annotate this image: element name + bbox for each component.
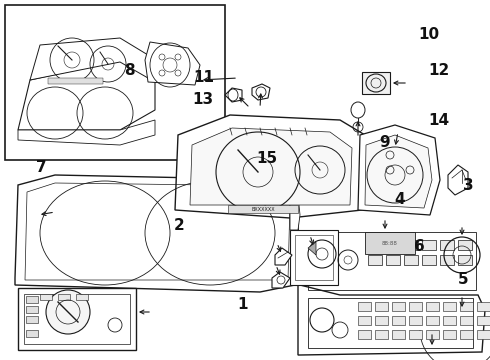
Text: 9: 9 [379,135,390,150]
Bar [409,330,422,339]
Polygon shape [275,248,292,265]
Text: 13: 13 [193,91,214,107]
Bar [409,302,422,311]
Bar [460,302,473,311]
Bar [460,330,473,339]
Bar [26,296,38,303]
Text: 7: 7 [36,160,47,175]
Text: 15: 15 [256,151,278,166]
Bar [358,316,371,325]
Text: 5: 5 [458,271,468,287]
Bar [426,316,439,325]
Bar [426,302,439,311]
Polygon shape [272,272,290,288]
Polygon shape [290,195,300,230]
Text: 14: 14 [428,113,449,128]
Bar [422,240,436,250]
Bar [26,316,38,323]
Bar [58,294,70,300]
Bar [386,255,400,265]
Bar [392,330,405,339]
Text: 6: 6 [414,239,424,254]
Bar [308,298,473,348]
Polygon shape [448,165,468,195]
Bar [368,255,382,265]
Ellipse shape [46,290,90,334]
Bar [422,255,436,265]
Polygon shape [18,120,155,145]
Text: 4: 4 [394,192,405,207]
Bar [375,316,388,325]
Bar [443,302,456,311]
Bar [290,230,338,285]
Text: 11: 11 [193,70,214,85]
Bar [368,240,382,250]
Text: 12: 12 [428,63,449,78]
Bar [443,330,456,339]
Polygon shape [18,60,155,130]
Polygon shape [298,220,485,355]
Polygon shape [15,175,298,292]
Bar [295,235,333,280]
Bar [365,232,415,254]
Bar [26,330,38,337]
Bar [440,255,454,265]
Bar [404,255,418,265]
Text: 2: 2 [173,217,184,233]
Bar [458,255,472,265]
Bar [409,316,422,325]
Bar [76,294,88,300]
Bar [426,330,439,339]
Polygon shape [365,135,432,208]
Bar [362,72,390,94]
Bar [443,316,456,325]
Polygon shape [145,42,200,85]
Bar [460,316,473,325]
Text: 1: 1 [237,297,248,312]
Bar [26,306,38,313]
Bar [358,330,371,339]
Polygon shape [308,242,316,255]
Bar [375,330,388,339]
Polygon shape [190,128,352,205]
Text: 8: 8 [124,63,135,78]
Bar [228,205,298,213]
Bar [308,232,476,290]
Bar [358,302,371,311]
Bar [458,240,472,250]
Text: 10: 10 [418,27,440,42]
Polygon shape [30,38,148,80]
Polygon shape [225,88,242,102]
Text: 3: 3 [463,178,473,193]
Bar [404,240,418,250]
Bar [477,316,490,325]
Bar [477,330,490,339]
Bar [5,5,225,160]
Polygon shape [358,125,440,215]
Bar [392,302,405,311]
Text: BXXXXXX: BXXXXXX [251,207,275,212]
Polygon shape [175,115,365,218]
Bar [40,294,52,300]
Bar [477,302,490,311]
Bar [375,302,388,311]
Bar [18,288,136,350]
Bar [440,240,454,250]
Text: 88:88: 88:88 [382,240,398,246]
Bar [386,240,400,250]
Polygon shape [252,84,270,100]
Bar [392,316,405,325]
Bar [24,294,130,344]
Bar [48,78,103,84]
